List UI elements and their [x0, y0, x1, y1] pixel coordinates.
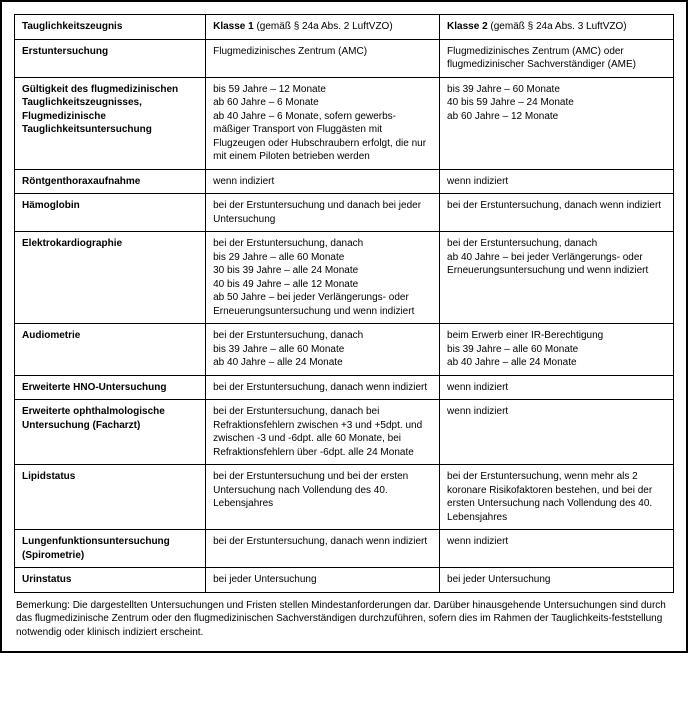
table-row: Audiometrie bei der Erstuntersuchung, dan…: [15, 324, 674, 376]
row-label: Hämoglobin: [22, 200, 80, 211]
row-klasse1-cell: Flugmedizinisches Zentrum (AMC): [206, 39, 440, 77]
row-label-cell: Erweiterte ophthalmologische Untersuchun…: [15, 400, 206, 465]
row-label-cell: Hämoglobin: [15, 194, 206, 232]
row-label-cell: Urinstatus: [15, 568, 206, 593]
row-label: Urinstatus: [22, 574, 71, 585]
table-row: Erstuntersuchung Flugmedizinisches Zentru…: [15, 39, 674, 77]
row-label-cell: Röntgenthoraxaufnahme: [15, 169, 206, 194]
row-label-cell: Erweiterte HNO-Untersuchung: [15, 375, 206, 400]
row-label: Lungenfunktionsuntersuchung (Spirometrie…: [22, 536, 170, 561]
table-row: Hämoglobin bei der Erstuntersuchung und d…: [15, 194, 674, 232]
row-label-cell: Elektrokardiographie: [15, 232, 206, 324]
header-cell-klasse1: Klasse 1 (gemäß § 24a Abs. 2 LuftVZO): [206, 15, 440, 40]
document-frame: Tauglichkeitszeugnis Klasse 1 (gemäß § 2…: [0, 0, 688, 653]
table-body: Tauglichkeitszeugnis Klasse 1 (gemäß § 2…: [15, 15, 674, 593]
row-klasse2-cell: bei der Erstuntersuchung, wenn mehr als …: [440, 465, 674, 530]
row-klasse1-cell: wenn indiziert: [206, 169, 440, 194]
header-klasse2-bold: Klasse 2: [447, 21, 488, 32]
remark-text: Bemerkung: Die dargestellten Untersuchun…: [14, 593, 674, 640]
row-klasse1-cell: bei der Erstuntersuchung, danach wenn in…: [206, 530, 440, 568]
row-klasse2-cell: wenn indiziert: [440, 169, 674, 194]
row-label: Elektrokardiographie: [22, 238, 122, 249]
row-klasse1-cell: bei jeder Untersuchung: [206, 568, 440, 593]
requirements-table: Tauglichkeitszeugnis Klasse 1 (gemäß § 2…: [14, 14, 674, 593]
row-klasse2-cell: bei der Erstuntersuchung, danach wenn in…: [440, 194, 674, 232]
row-klasse1-cell: bis 59 Jahre – 12 Monateab 60 Jahre – 6 …: [206, 77, 440, 169]
row-klasse2-cell: bis 39 Jahre – 60 Monate40 bis 59 Jahre …: [440, 77, 674, 169]
row-label: Erweiterte ophthalmologische Untersuchun…: [22, 406, 165, 431]
row-klasse2-cell: wenn indiziert: [440, 400, 674, 465]
row-label-cell: Gültigkeit des flugmedizinischen Tauglic…: [15, 77, 206, 169]
table-row: Elektrokardiographie bei der Erstuntersuc…: [15, 232, 674, 324]
row-label: Erstuntersuchung: [22, 46, 108, 57]
table-row: Erweiterte ophthalmologische Untersuchun…: [15, 400, 674, 465]
header-cell-label: Tauglichkeitszeugnis: [15, 15, 206, 40]
header-klasse1-bold: Klasse 1: [213, 21, 254, 32]
row-label: Gültigkeit des flugmedizinischen Tauglic…: [22, 84, 178, 136]
row-klasse2-cell: Flugmedizinisches Zentrum (AMC) oder flu…: [440, 39, 674, 77]
header-klasse1-rest: (gemäß § 24a Abs. 2 LuftVZO): [254, 21, 393, 32]
header-label: Tauglichkeitszeugnis: [22, 21, 122, 32]
header-cell-klasse2: Klasse 2 (gemäß § 24a Abs. 3 LuftVZO): [440, 15, 674, 40]
row-label: Erweiterte HNO-Untersuchung: [22, 382, 166, 393]
table-row: Gültigkeit des flugmedizinischen Tauglic…: [15, 77, 674, 169]
row-label-cell: Lungenfunktionsuntersuchung (Spirometrie…: [15, 530, 206, 568]
table-row: Lipidstatus bei der Erstuntersuchung und …: [15, 465, 674, 530]
row-label-cell: Audiometrie: [15, 324, 206, 376]
table-header-row: Tauglichkeitszeugnis Klasse 1 (gemäß § 2…: [15, 15, 674, 40]
row-klasse1-cell: bei der Erstuntersuchung, danachbis 39 J…: [206, 324, 440, 376]
row-label: Lipidstatus: [22, 471, 75, 482]
row-klasse2-cell: bei jeder Untersuchung: [440, 568, 674, 593]
row-label: Audiometrie: [22, 330, 80, 341]
row-klasse1-cell: bei der Erstuntersuchung und danach bei …: [206, 194, 440, 232]
row-klasse2-cell: beim Erwerb einer IR-Berechtigungbis 39 …: [440, 324, 674, 376]
row-klasse2-cell: wenn indiziert: [440, 530, 674, 568]
row-label: Röntgenthoraxaufnahme: [22, 176, 140, 187]
table-row: Lungenfunktionsuntersuchung (Spirometrie…: [15, 530, 674, 568]
row-klasse2-cell: bei der Erstuntersuchung, danachab 40 Ja…: [440, 232, 674, 324]
row-klasse1-cell: bei der Erstuntersuchung, danach bei Ref…: [206, 400, 440, 465]
row-klasse1-cell: bei der Erstuntersuchung, danachbis 29 J…: [206, 232, 440, 324]
row-klasse1-cell: bei der Erstuntersuchung und bei der ers…: [206, 465, 440, 530]
row-klasse1-cell: bei der Erstuntersuchung, danach wenn in…: [206, 375, 440, 400]
row-klasse2-cell: wenn indiziert: [440, 375, 674, 400]
header-klasse2-rest: (gemäß § 24a Abs. 3 LuftVZO): [488, 21, 627, 32]
row-label-cell: Lipidstatus: [15, 465, 206, 530]
table-row: Erweiterte HNO-Untersuchung bei der Erstu…: [15, 375, 674, 400]
row-label-cell: Erstuntersuchung: [15, 39, 206, 77]
table-row: Röntgenthoraxaufnahme wenn indiziertwenn …: [15, 169, 674, 194]
table-row: Urinstatus bei jeder Untersuchungbei jede…: [15, 568, 674, 593]
